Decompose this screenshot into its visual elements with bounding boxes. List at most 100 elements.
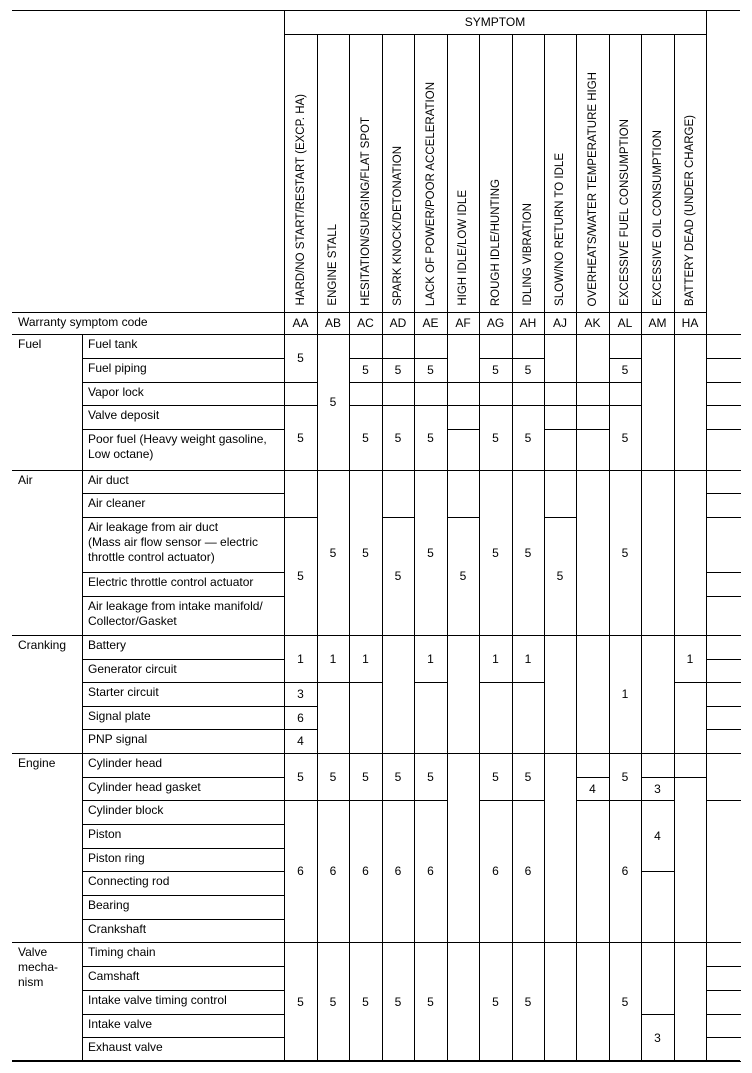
symptom-label: HESITATION/SURGING/FLAT SPOT bbox=[359, 117, 372, 306]
matrix-cell: 6 bbox=[317, 800, 350, 943]
extra-header bbox=[706, 10, 741, 335]
extra-cell bbox=[706, 358, 741, 383]
matrix-cell: 1 bbox=[479, 635, 513, 683]
item-label: Cylinder head bbox=[82, 753, 285, 778]
warranty-code: HA bbox=[674, 312, 707, 335]
item-label: Exhaust valve bbox=[82, 1037, 285, 1062]
matrix-cell bbox=[674, 470, 707, 636]
matrix-cell: 6 bbox=[284, 800, 318, 943]
matrix-cell bbox=[544, 382, 577, 406]
matrix-cell: 5 bbox=[382, 405, 415, 471]
extra-cell bbox=[706, 800, 741, 943]
symptom-column-header: OVERHEATS/WATER TEMPERATURE HIGH bbox=[576, 34, 610, 313]
matrix-cell bbox=[512, 382, 545, 406]
matrix-cell bbox=[349, 382, 383, 406]
matrix-cell bbox=[512, 682, 545, 754]
symptom-column-header: IDLING VIBRATION bbox=[512, 34, 545, 313]
matrix-cell: 5 bbox=[317, 942, 350, 1062]
symptom-label: SLOW/NO RETURN TO IDLE bbox=[554, 153, 566, 306]
matrix-cell: 5 bbox=[317, 334, 350, 471]
matrix-cell: 5 bbox=[609, 753, 642, 801]
extra-cell bbox=[706, 659, 741, 683]
extra-cell bbox=[706, 382, 741, 406]
item-label: PNP signal bbox=[82, 729, 285, 754]
item-label: Poor fuel (Heavy weight gasoline, Low oc… bbox=[82, 429, 285, 471]
matrix-cell: 5 bbox=[349, 358, 383, 383]
symptom-column-header: HARD/NO START/RESTART (EXCP. HA) bbox=[284, 34, 318, 313]
category-label: Cranking bbox=[12, 635, 83, 754]
matrix-cell bbox=[641, 871, 675, 943]
item-label: Cylinder head gasket bbox=[82, 777, 285, 801]
matrix-cell bbox=[382, 635, 415, 754]
matrix-cell bbox=[447, 942, 480, 1062]
extra-cell bbox=[706, 429, 741, 471]
matrix-cell bbox=[641, 334, 675, 471]
extra-cell bbox=[706, 334, 741, 359]
symptom-label: IDLING VIBRATION bbox=[522, 203, 534, 306]
matrix-cell bbox=[479, 682, 513, 754]
matrix-cell bbox=[576, 753, 610, 778]
matrix-cell bbox=[284, 382, 318, 406]
matrix-cell bbox=[512, 334, 545, 359]
item-label: Piston bbox=[82, 824, 285, 849]
matrix-cell: 5 bbox=[382, 517, 415, 636]
matrix-cell bbox=[641, 753, 675, 778]
matrix-cell bbox=[576, 635, 610, 754]
matrix-cell: 4 bbox=[641, 800, 675, 872]
matrix-cell: 5 bbox=[609, 358, 642, 383]
matrix-cell bbox=[349, 682, 383, 754]
matrix-cell bbox=[447, 429, 480, 471]
item-label: Connecting rod bbox=[82, 871, 285, 896]
item-label: Timing chain bbox=[82, 942, 285, 967]
matrix-cell bbox=[382, 334, 415, 359]
item-label: Crankshaft bbox=[82, 919, 285, 943]
extra-cell bbox=[706, 470, 741, 494]
matrix-cell: 1 bbox=[414, 635, 448, 683]
symptom-column-header: BATTERY DEAD (UNDER CHARGE) bbox=[674, 34, 707, 313]
extra-cell bbox=[706, 753, 741, 801]
extra-cell bbox=[706, 966, 741, 991]
matrix-cell: 3 bbox=[641, 1014, 675, 1062]
matrix-cell: 5 bbox=[609, 405, 642, 471]
matrix-cell bbox=[576, 470, 610, 636]
symptom-label: ROUGH IDLE/HUNTING bbox=[489, 178, 502, 306]
matrix-cell bbox=[414, 382, 448, 406]
matrix-cell: 5 bbox=[512, 405, 545, 471]
matrix-cell bbox=[479, 382, 513, 406]
matrix-cell bbox=[674, 777, 707, 943]
matrix-cell bbox=[576, 429, 610, 471]
matrix-cell: 5 bbox=[284, 753, 318, 801]
warranty-code: AH bbox=[512, 312, 545, 335]
matrix-cell: 5 bbox=[447, 517, 480, 636]
matrix-cell: 5 bbox=[349, 470, 383, 636]
matrix-cell: 4 bbox=[284, 729, 318, 754]
matrix-cell bbox=[674, 942, 707, 1062]
symptom-column-header: SPARK KNOCK/DETONATION bbox=[382, 34, 415, 313]
matrix-cell: 3 bbox=[284, 682, 318, 707]
symptom-label: LACK OF POWER/POOR ACCELERATION bbox=[424, 81, 437, 306]
symptom-column-header: LACK OF POWER/POOR ACCELERATION bbox=[414, 34, 448, 313]
extra-cell bbox=[706, 596, 741, 636]
symptom-label: ENGINE STALL bbox=[327, 224, 339, 306]
matrix-cell: 4 bbox=[576, 777, 610, 801]
item-label: Camshaft bbox=[82, 966, 285, 991]
symptom-column-header: HIGH IDLE/LOW IDLE bbox=[447, 34, 480, 313]
matrix-cell: 5 bbox=[512, 942, 545, 1062]
matrix-cell bbox=[382, 382, 415, 406]
warranty-code: AE bbox=[414, 312, 448, 335]
matrix-cell bbox=[447, 405, 480, 430]
header-blank bbox=[12, 10, 285, 313]
matrix-cell: 5 bbox=[349, 942, 383, 1062]
extra-cell bbox=[706, 517, 741, 573]
matrix-cell: 5 bbox=[284, 942, 318, 1062]
matrix-cell bbox=[447, 334, 480, 383]
matrix-cell: 5 bbox=[544, 517, 577, 636]
matrix-cell bbox=[284, 470, 318, 518]
extra-cell bbox=[706, 706, 741, 730]
matrix-cell bbox=[674, 682, 707, 754]
category-label: Fuel bbox=[12, 334, 83, 471]
warranty-code: AF bbox=[447, 312, 480, 335]
item-label: Intake valve timing control bbox=[82, 990, 285, 1015]
item-label: Starter circuit bbox=[82, 682, 285, 707]
item-label: Intake valve bbox=[82, 1014, 285, 1038]
